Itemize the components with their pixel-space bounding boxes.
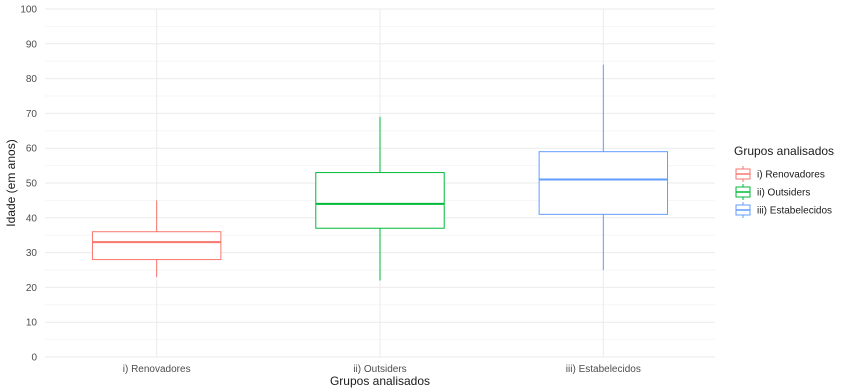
legend-item: iii) Estabelecidos xyxy=(735,202,832,218)
x-tick-label: iii) Estabelecidos xyxy=(566,364,641,375)
y-tick-label: 0 xyxy=(31,353,37,364)
legend: Grupos analisados i) Renovadores ii) Outs… xyxy=(734,144,834,218)
box-2 xyxy=(315,116,445,281)
box-3 xyxy=(538,64,669,270)
box-iqr xyxy=(538,151,669,215)
y-tick-label: 40 xyxy=(26,213,38,224)
x-tick-label: ii) Outsiders xyxy=(353,364,406,375)
y-axis-title: Idade (em anos) xyxy=(4,139,18,226)
y-tick-label: 80 xyxy=(26,74,38,85)
y-tick-label: 60 xyxy=(26,144,38,155)
legend-title: Grupos analisados xyxy=(734,144,834,158)
legend-item: i) Renovadores xyxy=(735,166,825,182)
y-tick-label: 10 xyxy=(26,318,38,329)
legend-item: ii) Outsiders xyxy=(735,184,810,200)
y-axis-ticks: 0 10 20 30 40 50 60 70 80 90 100 xyxy=(20,5,37,364)
y-tick-label: 70 xyxy=(26,109,38,120)
x-axis-ticks: i) Renovadores ii) Outsiders iii) Estabele… xyxy=(123,364,641,375)
legend-label: i) Renovadores xyxy=(757,170,825,181)
legend-label: iii) Estabelecidos xyxy=(757,206,832,217)
y-tick-label: 90 xyxy=(26,39,38,50)
legend-label: ii) Outsiders xyxy=(757,188,810,199)
box-1 xyxy=(91,200,222,277)
boxes xyxy=(91,64,669,281)
y-tick-label: 50 xyxy=(26,179,38,190)
y-tick-label: 20 xyxy=(26,283,38,294)
y-tick-label: 30 xyxy=(26,248,38,259)
legend-items: i) Renovadores ii) Outsiders iii) Estabele… xyxy=(735,166,832,218)
x-axis-title: Grupos analisados xyxy=(330,374,430,388)
box-iqr xyxy=(91,231,222,261)
x-tick-label: i) Renovadores xyxy=(123,364,191,375)
y-tick-label: 100 xyxy=(20,5,37,16)
box-iqr xyxy=(315,172,445,229)
